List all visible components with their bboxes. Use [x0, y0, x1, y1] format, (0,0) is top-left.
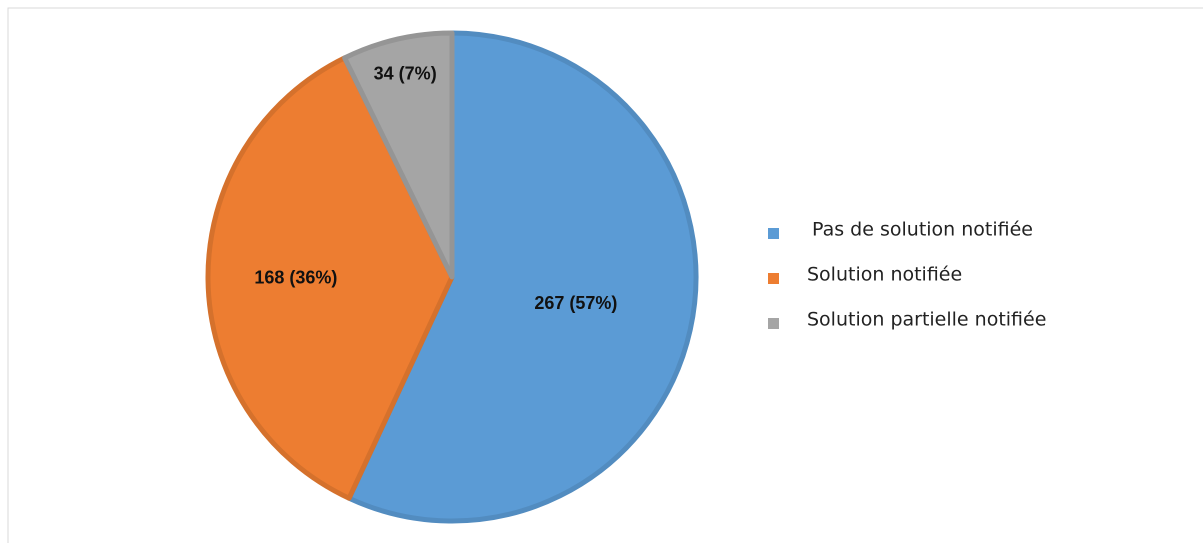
legend-label: Solution partielle notifiée	[807, 309, 1046, 331]
legend-label: Pas de solution notifiée	[812, 219, 1033, 241]
pie-slice	[342, 30, 455, 280]
chart-border	[7, 7, 1203, 543]
data-label: 267 (57%)	[534, 293, 617, 313]
data-label: 168 (36%)	[254, 267, 337, 287]
legend-swatch	[768, 318, 779, 329]
legend-swatch	[768, 228, 779, 239]
pie-slice	[346, 30, 699, 524]
data-label: 34 (7%)	[374, 64, 437, 84]
legend-label: Solution notifiée	[807, 264, 962, 286]
pie-slice	[205, 55, 455, 501]
legend-swatch	[768, 273, 779, 284]
